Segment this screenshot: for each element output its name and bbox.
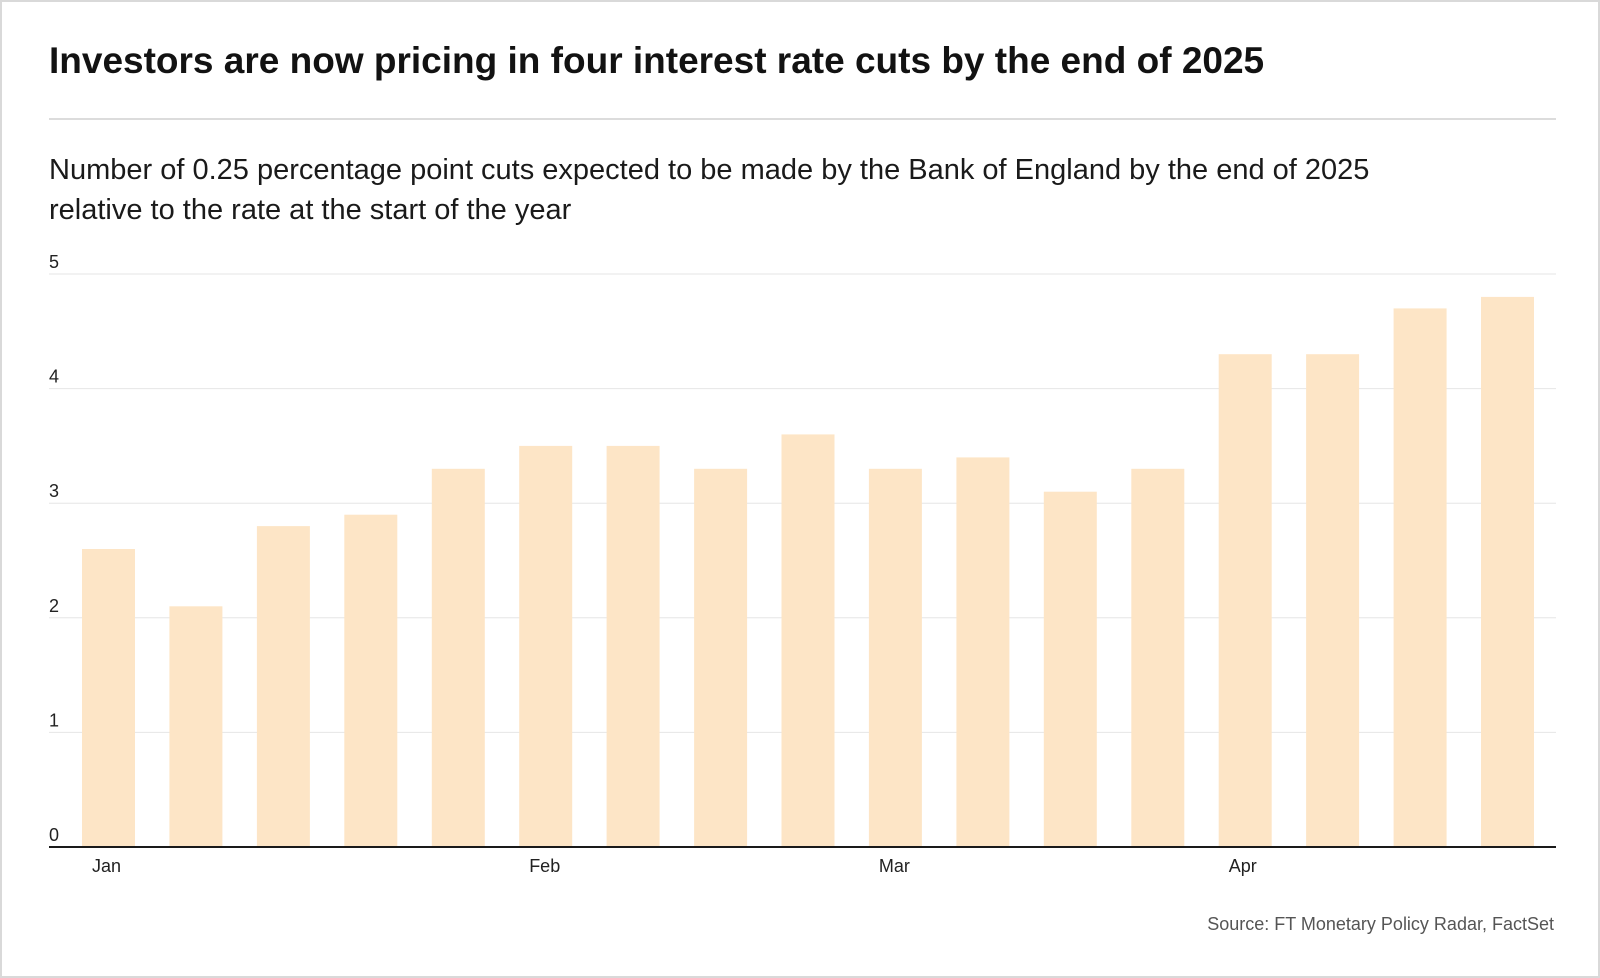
bar-9 — [868, 468, 922, 847]
bar-10 — [956, 457, 1010, 847]
y-tick-label: 1 — [49, 710, 59, 730]
bar-8 — [781, 434, 835, 847]
x-tick-label-jan: Jan — [92, 856, 121, 876]
bar-5 — [519, 445, 573, 847]
title-divider — [49, 118, 1556, 120]
y-tick-label: 5 — [49, 252, 59, 272]
x-tick-label-mar: Mar — [879, 856, 910, 876]
y-tick-label: 2 — [49, 596, 59, 616]
chart-subtitle: Number of 0.25 percentage point cuts exp… — [49, 154, 1370, 226]
y-tick-label: 3 — [49, 481, 59, 501]
source-note: Source: FT Monetary Policy Radar, FactSe… — [1207, 914, 1554, 934]
bar-12 — [1131, 468, 1185, 847]
chart-title: Investors are now pricing in four intere… — [49, 40, 1265, 81]
y-tick-label: 0 — [49, 825, 59, 845]
x-tick-label-feb: Feb — [529, 856, 560, 876]
bar-16 — [1481, 296, 1534, 847]
bar-1 — [169, 606, 223, 847]
x-axis-ticks: Jan Feb Mar Apr — [92, 856, 1257, 876]
y-axis-ticks: 0 1 2 3 4 5 — [49, 252, 59, 845]
bar-3 — [344, 514, 398, 847]
bar-13 — [1218, 354, 1272, 847]
bar-4 — [431, 468, 485, 847]
bar-14 — [1306, 354, 1360, 847]
bar-6 — [606, 445, 660, 847]
bar-0 — [82, 549, 135, 847]
bars — [82, 296, 1534, 847]
bar-2 — [256, 526, 310, 847]
bar-15 — [1393, 308, 1447, 847]
bar-7 — [694, 468, 748, 847]
bar-11 — [1043, 491, 1097, 847]
x-tick-label-apr: Apr — [1229, 856, 1257, 876]
y-tick-label: 4 — [49, 367, 59, 387]
